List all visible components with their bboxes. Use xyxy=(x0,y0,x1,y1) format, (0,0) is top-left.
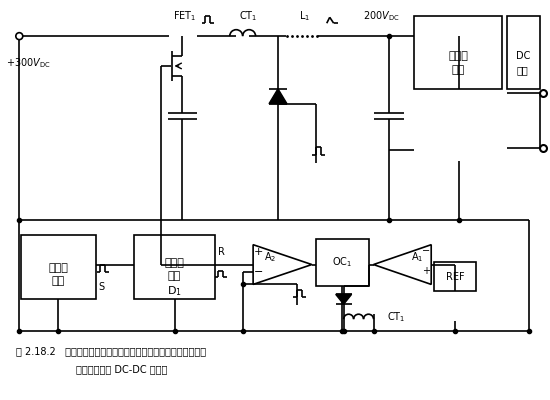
Text: 双稳态: 双稳态 xyxy=(164,258,184,268)
Text: DC: DC xyxy=(515,51,530,61)
Bar xyxy=(21,235,96,299)
Text: S: S xyxy=(98,282,104,292)
Text: A$_2$: A$_2$ xyxy=(264,251,276,264)
Text: A$_1$: A$_1$ xyxy=(411,250,424,264)
Text: 200$V_{\rm DC}$: 200$V_{\rm DC}$ xyxy=(362,9,399,23)
Text: REF: REF xyxy=(446,272,464,282)
Polygon shape xyxy=(336,294,351,304)
Text: 环的电压调节 DC-DC 变压器: 环的电压调节 DC-DC 变压器 xyxy=(76,364,167,374)
Text: 触发: 触发 xyxy=(168,272,181,282)
Text: −: − xyxy=(422,246,430,256)
Text: CT$_1$: CT$_1$ xyxy=(387,310,406,324)
Bar xyxy=(316,239,369,286)
Bar xyxy=(134,235,215,299)
Bar xyxy=(507,16,540,89)
Text: −: − xyxy=(254,266,263,276)
Text: 输出: 输出 xyxy=(517,65,529,75)
Text: 图 2.18.2   使用电流型控制的降压变换器，具有对副边形成控制闭: 图 2.18.2 使用电流型控制的降压变换器，具有对副边形成控制闭 xyxy=(16,346,206,356)
Text: 部分: 部分 xyxy=(52,276,65,286)
Text: D$_1$: D$_1$ xyxy=(167,284,182,298)
Text: FET$_1$: FET$_1$ xyxy=(173,9,196,23)
Text: OC$_1$: OC$_1$ xyxy=(332,256,352,270)
Bar xyxy=(434,262,476,291)
Text: +300$V_{\rm DC}$: +300$V_{\rm DC}$ xyxy=(7,56,51,70)
Text: 部分: 部分 xyxy=(452,65,465,75)
Text: +: + xyxy=(422,266,430,276)
Polygon shape xyxy=(269,89,287,104)
Text: L$_1$: L$_1$ xyxy=(299,9,310,23)
Text: 振荡器: 振荡器 xyxy=(48,262,68,272)
Text: +: + xyxy=(254,247,263,257)
Bar xyxy=(414,16,502,89)
Text: R: R xyxy=(218,247,225,257)
Text: CT$_1$: CT$_1$ xyxy=(239,9,257,23)
Text: 变换器: 变换器 xyxy=(448,51,468,61)
